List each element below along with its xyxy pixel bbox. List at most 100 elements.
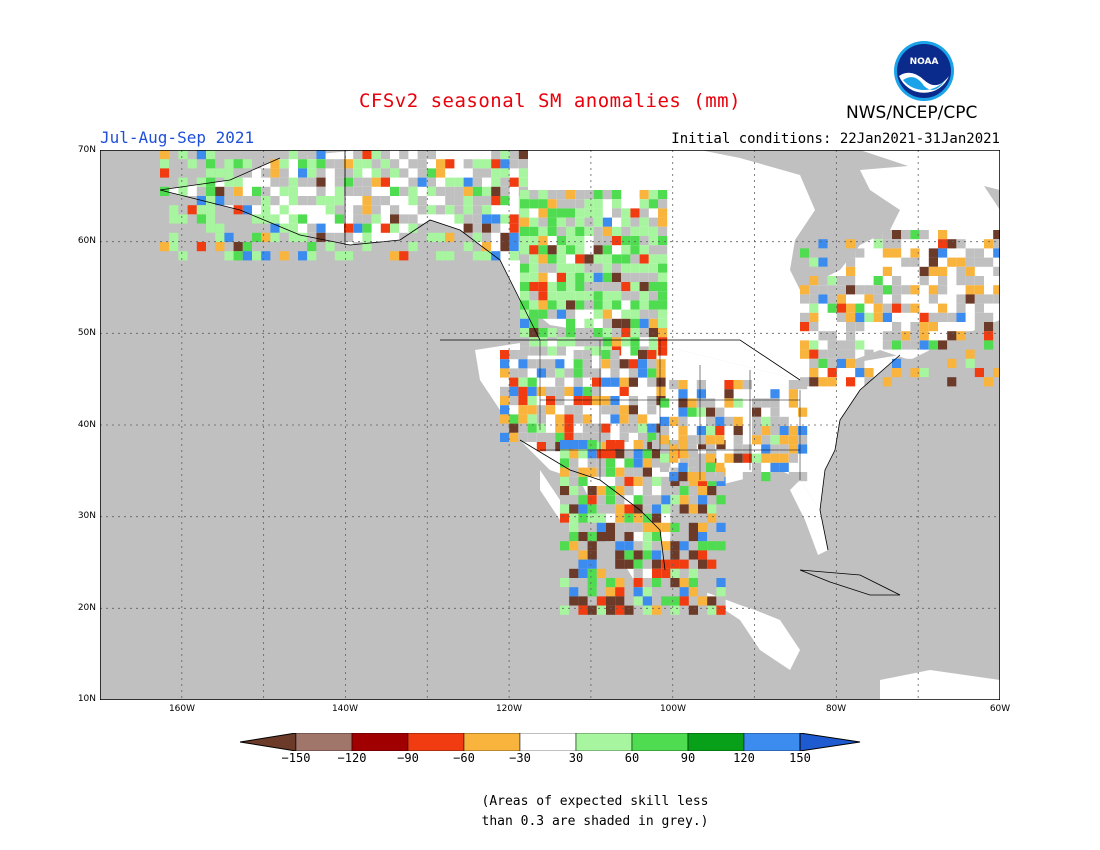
anomaly-cell xyxy=(633,522,643,532)
anomaly-cell xyxy=(592,386,602,396)
anomaly-cell xyxy=(956,312,966,322)
colorbar-bin-7 xyxy=(631,733,689,751)
lon-label-60w: 60W xyxy=(989,704,1011,714)
anomaly-cell xyxy=(984,294,994,304)
anomaly-cell xyxy=(445,205,455,215)
anomaly-cell xyxy=(569,605,579,615)
anomaly-cell xyxy=(560,458,570,468)
anomaly-cell xyxy=(621,263,631,273)
anomaly-cell xyxy=(573,432,583,442)
anomaly-cell xyxy=(615,440,625,450)
anomaly-cell xyxy=(527,396,537,406)
anomaly-cell xyxy=(864,312,874,322)
anomaly-cell xyxy=(224,214,234,224)
anomaly-cell xyxy=(818,276,828,286)
anomaly-cell xyxy=(679,504,689,514)
anomaly-cell xyxy=(261,223,271,233)
anomaly-cell xyxy=(628,423,638,433)
anomaly-cell xyxy=(612,226,622,236)
anomaly-cell xyxy=(658,190,668,200)
anomaly-cell xyxy=(288,223,298,233)
anomaly-cell xyxy=(566,236,576,246)
anomaly-cell xyxy=(947,312,957,322)
anomaly-cell xyxy=(224,177,234,187)
anomaly-cell xyxy=(417,251,427,261)
anomaly-cell xyxy=(566,300,576,310)
lat-label-20n: 20N xyxy=(77,603,96,613)
anomaly-cell xyxy=(752,453,762,463)
anomaly-cell xyxy=(445,196,455,206)
anomaly-cell xyxy=(642,605,652,615)
anomaly-cell xyxy=(624,605,634,615)
anomaly-cell xyxy=(279,242,289,252)
anomaly-cell xyxy=(169,196,179,206)
anomaly-cell xyxy=(500,414,510,424)
anomaly-cell xyxy=(733,435,743,445)
anomaly-cell xyxy=(224,159,234,169)
anomaly-cell xyxy=(882,239,892,249)
anomaly-cell xyxy=(288,177,298,187)
anomaly-cell xyxy=(584,318,594,328)
colorbar-bin-9 xyxy=(743,733,801,751)
anomaly-cell xyxy=(809,294,819,304)
anomaly-cell xyxy=(965,257,975,267)
anomaly-cell xyxy=(261,168,271,178)
anomaly-cell xyxy=(178,251,188,261)
anomaly-cell xyxy=(652,596,662,606)
anomaly-cell xyxy=(547,309,557,319)
anomaly-cell xyxy=(518,350,528,360)
anomaly-cell xyxy=(642,532,652,542)
anomaly-cell xyxy=(362,242,372,252)
anomaly-cell xyxy=(836,349,846,359)
anomaly-cell xyxy=(733,453,743,463)
anomaly-cell xyxy=(316,168,326,178)
anomaly-cell xyxy=(187,214,197,224)
anomaly-cell xyxy=(353,242,363,252)
anomaly-cell xyxy=(615,495,625,505)
anomaly-cell xyxy=(678,380,688,390)
anomaly-cell xyxy=(546,368,556,378)
anomaly-cell xyxy=(647,442,657,452)
anomaly-cell xyxy=(779,453,789,463)
anomaly-cell xyxy=(619,423,629,433)
anomaly-cell xyxy=(371,159,381,169)
anomaly-cell xyxy=(669,472,679,482)
anomaly-cell xyxy=(500,242,510,252)
anomaly-cell xyxy=(670,578,680,588)
anomaly-cell xyxy=(169,232,179,242)
anomaly-cell xyxy=(593,346,603,356)
anomaly-cell xyxy=(578,504,588,514)
anomaly-cell xyxy=(233,150,243,160)
anomaly-cell xyxy=(593,291,603,301)
anomaly-cell xyxy=(770,462,780,472)
anomaly-cell xyxy=(846,377,856,387)
anomaly-cell xyxy=(546,396,556,406)
anomaly-cell xyxy=(371,242,381,252)
anomaly-cell xyxy=(984,331,994,341)
anomaly-cell xyxy=(752,416,762,426)
anomaly-cell xyxy=(593,337,603,347)
anomaly-cell xyxy=(596,486,606,496)
anomaly-cell xyxy=(658,346,668,356)
anomaly-cell xyxy=(984,377,994,387)
anomaly-cell xyxy=(698,605,708,615)
anomaly-cell xyxy=(633,513,643,523)
anomaly-cell xyxy=(800,349,810,359)
anomaly-cell xyxy=(652,440,662,450)
anomaly-cell xyxy=(827,248,837,258)
anomaly-cell xyxy=(873,312,883,322)
anomaly-cell xyxy=(809,312,819,322)
anomaly-cell xyxy=(520,236,530,246)
anomaly-cell xyxy=(601,405,611,415)
anomaly-cell xyxy=(606,541,616,551)
anomaly-cell xyxy=(606,587,616,597)
anomaly-cell xyxy=(556,263,566,273)
anomaly-cell xyxy=(520,245,530,255)
anomaly-cell xyxy=(390,214,400,224)
anomaly-cell xyxy=(647,423,657,433)
anomaly-cell xyxy=(621,226,631,236)
anomaly-cell xyxy=(678,407,688,417)
anomaly-cell xyxy=(761,398,771,408)
anomaly-cell xyxy=(910,248,920,258)
anomaly-cell xyxy=(846,266,856,276)
